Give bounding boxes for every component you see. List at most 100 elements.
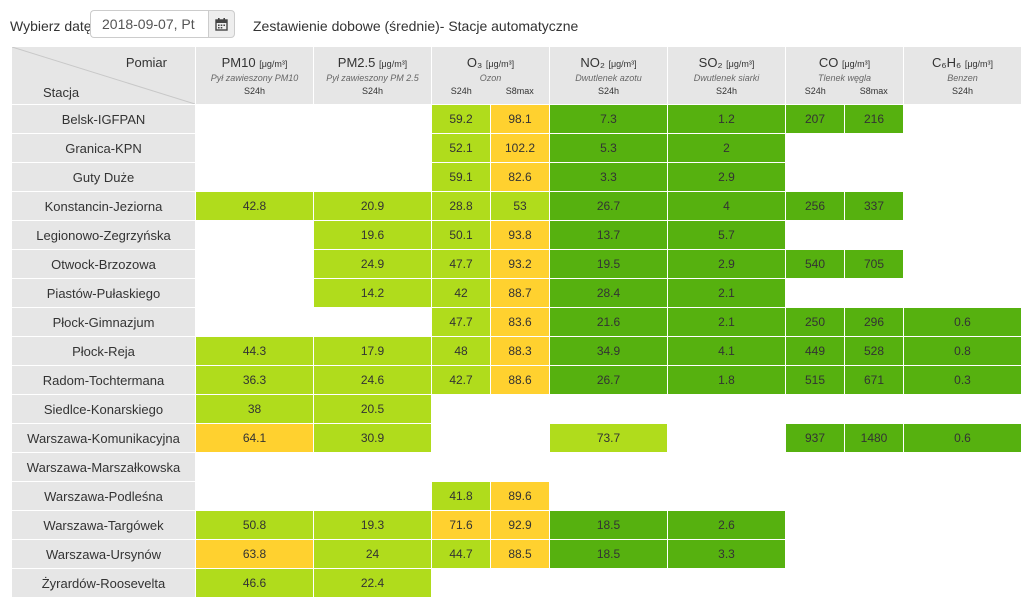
- table-row: Warszawa-Podleśna 41.8 89.6: [11, 481, 1022, 511]
- station-name: Płock-Reja: [11, 336, 196, 366]
- value-cell: 50.1: [431, 220, 491, 250]
- date-input[interactable]: [90, 10, 208, 38]
- so2-desc: Dwutlenek siarki: [693, 73, 760, 83]
- value-cell: [785, 133, 845, 163]
- value-cell: 44.3: [195, 336, 314, 366]
- value-cell: [195, 481, 314, 511]
- value-cell: 13.7: [549, 220, 668, 250]
- table-row: Żyrardów-Roosevelta 46.6 22.4: [11, 568, 1022, 598]
- c6h6-desc: Benzen: [947, 73, 978, 83]
- value-cell: [549, 481, 668, 511]
- table-row: Legionowo-Zegrzyńska 19.6 50.1 93.8 13.7 5.7: [11, 220, 1022, 250]
- value-cell: 47.7: [431, 307, 491, 337]
- pm10-unit: [μg/m³]: [259, 59, 288, 69]
- value-cell: 48: [431, 336, 491, 366]
- c6h6-unit: [μg/m³]: [964, 59, 994, 69]
- value-cell: 5.3: [549, 133, 668, 163]
- header-pm10: PM10 [μg/m³] Pył zawieszony PM10 S24h: [195, 46, 314, 105]
- value-cell: 26.7: [549, 191, 668, 221]
- co-name: CO: [818, 55, 839, 70]
- value-cell: [903, 539, 1022, 569]
- value-cell: [844, 133, 904, 163]
- value-cell: 63.8: [195, 539, 314, 569]
- calendar-button[interactable]: [208, 10, 235, 38]
- value-cell: 38: [195, 394, 314, 424]
- value-cell: [903, 481, 1022, 511]
- value-cell: 2: [667, 133, 786, 163]
- value-cell: 937: [785, 423, 845, 453]
- value-cell: 0.3: [903, 365, 1022, 395]
- station-name: Warszawa-Marszałkowska: [11, 452, 196, 482]
- value-cell: [431, 423, 491, 453]
- value-cell: 216: [844, 104, 904, 134]
- value-cell: 540: [785, 249, 845, 279]
- value-cell: 71.6: [431, 510, 491, 540]
- value-cell: 449: [785, 336, 845, 366]
- value-cell: [903, 278, 1022, 308]
- value-cell: 93.2: [490, 249, 550, 279]
- measurement-table: Pomiar Stacja PM10 [μg/m³] Pył zawieszon…: [11, 46, 1022, 598]
- date-label: Wybierz datę:: [10, 18, 96, 34]
- value-cell: 2.9: [667, 162, 786, 192]
- value-cell: [313, 133, 432, 163]
- station-name: Granica-KPN: [11, 133, 196, 163]
- value-cell: 59.2: [431, 104, 491, 134]
- value-cell: [903, 510, 1022, 540]
- value-cell: [490, 423, 550, 453]
- value-cell: 50.8: [195, 510, 314, 540]
- value-cell: [903, 191, 1022, 221]
- o3-desc: Ozon: [479, 73, 502, 83]
- table-row: Konstancin-Jeziorna 42.8 20.9 28.8 53 26.7 4 25…: [11, 191, 1022, 221]
- header-so2: SO₂ [μg/m³] Dwutlenek siarki S24h: [667, 46, 786, 105]
- co-sub-s24h: S24h: [804, 86, 826, 96]
- table-row: Warszawa-Komunikacyjna 64.1 30.9 73.7 937 148…: [11, 423, 1022, 453]
- table-row: Belsk-IGFPAN 59.2 98.1 7.3 1.2 207 216: [11, 104, 1022, 134]
- value-cell: 24: [313, 539, 432, 569]
- value-cell: [667, 423, 786, 453]
- header-pm25: PM2.5 [μg/m³] Pył zawieszony PM 2.5 S24h: [313, 46, 432, 105]
- value-cell: [785, 278, 845, 308]
- value-cell: 88.6: [490, 365, 550, 395]
- value-cell: 7.3: [549, 104, 668, 134]
- so2-name: SO₂: [698, 55, 723, 70]
- value-cell: [844, 539, 904, 569]
- value-cell: 14.2: [313, 278, 432, 308]
- table-row: Warszawa-Targówek 50.8 19.3 71.6 92.9 18.5 2.6: [11, 510, 1022, 540]
- value-cell: [903, 568, 1022, 598]
- value-cell: 528: [844, 336, 904, 366]
- header-co: CO [μg/m³] Tlenek węgla S24h S8max: [785, 46, 904, 105]
- value-cell: 83.6: [490, 307, 550, 337]
- co-sub-s8max: S8max: [859, 86, 888, 96]
- o3-unit: [μg/m³]: [485, 59, 515, 69]
- value-cell: [785, 568, 845, 598]
- value-cell: 26.7: [549, 365, 668, 395]
- station-name: Warszawa-Targówek: [11, 510, 196, 540]
- value-cell: 4.1: [667, 336, 786, 366]
- value-cell: 250: [785, 307, 845, 337]
- value-cell: 46.6: [195, 568, 314, 598]
- value-cell: [490, 568, 550, 598]
- value-cell: [313, 481, 432, 511]
- value-cell: [785, 510, 845, 540]
- value-cell: 88.3: [490, 336, 550, 366]
- value-cell: [844, 278, 904, 308]
- value-cell: [903, 220, 1022, 250]
- c6h6-sub-s24h: S24h: [951, 86, 974, 96]
- table-row: Radom-Tochtermana 36.3 24.6 42.7 88.6 26.7 1.8…: [11, 365, 1022, 395]
- value-cell: [844, 220, 904, 250]
- no2-unit: [μg/m³]: [608, 59, 637, 69]
- value-cell: [844, 394, 904, 424]
- so2-unit: [μg/m³]: [726, 59, 755, 69]
- o3-sub-s8max: S8max: [505, 86, 534, 96]
- value-cell: 24.9: [313, 249, 432, 279]
- value-cell: 22.4: [313, 568, 432, 598]
- value-cell: 515: [785, 365, 845, 395]
- station-name: Radom-Tochtermana: [11, 365, 196, 395]
- value-cell: [903, 162, 1022, 192]
- value-cell: 3.3: [549, 162, 668, 192]
- co-unit: [μg/m³]: [841, 59, 871, 69]
- no2-desc: Dwutlenek azotu: [575, 73, 642, 83]
- value-cell: 705: [844, 249, 904, 279]
- station-name: Otwock-Brzozowa: [11, 249, 196, 279]
- value-cell: 34.9: [549, 336, 668, 366]
